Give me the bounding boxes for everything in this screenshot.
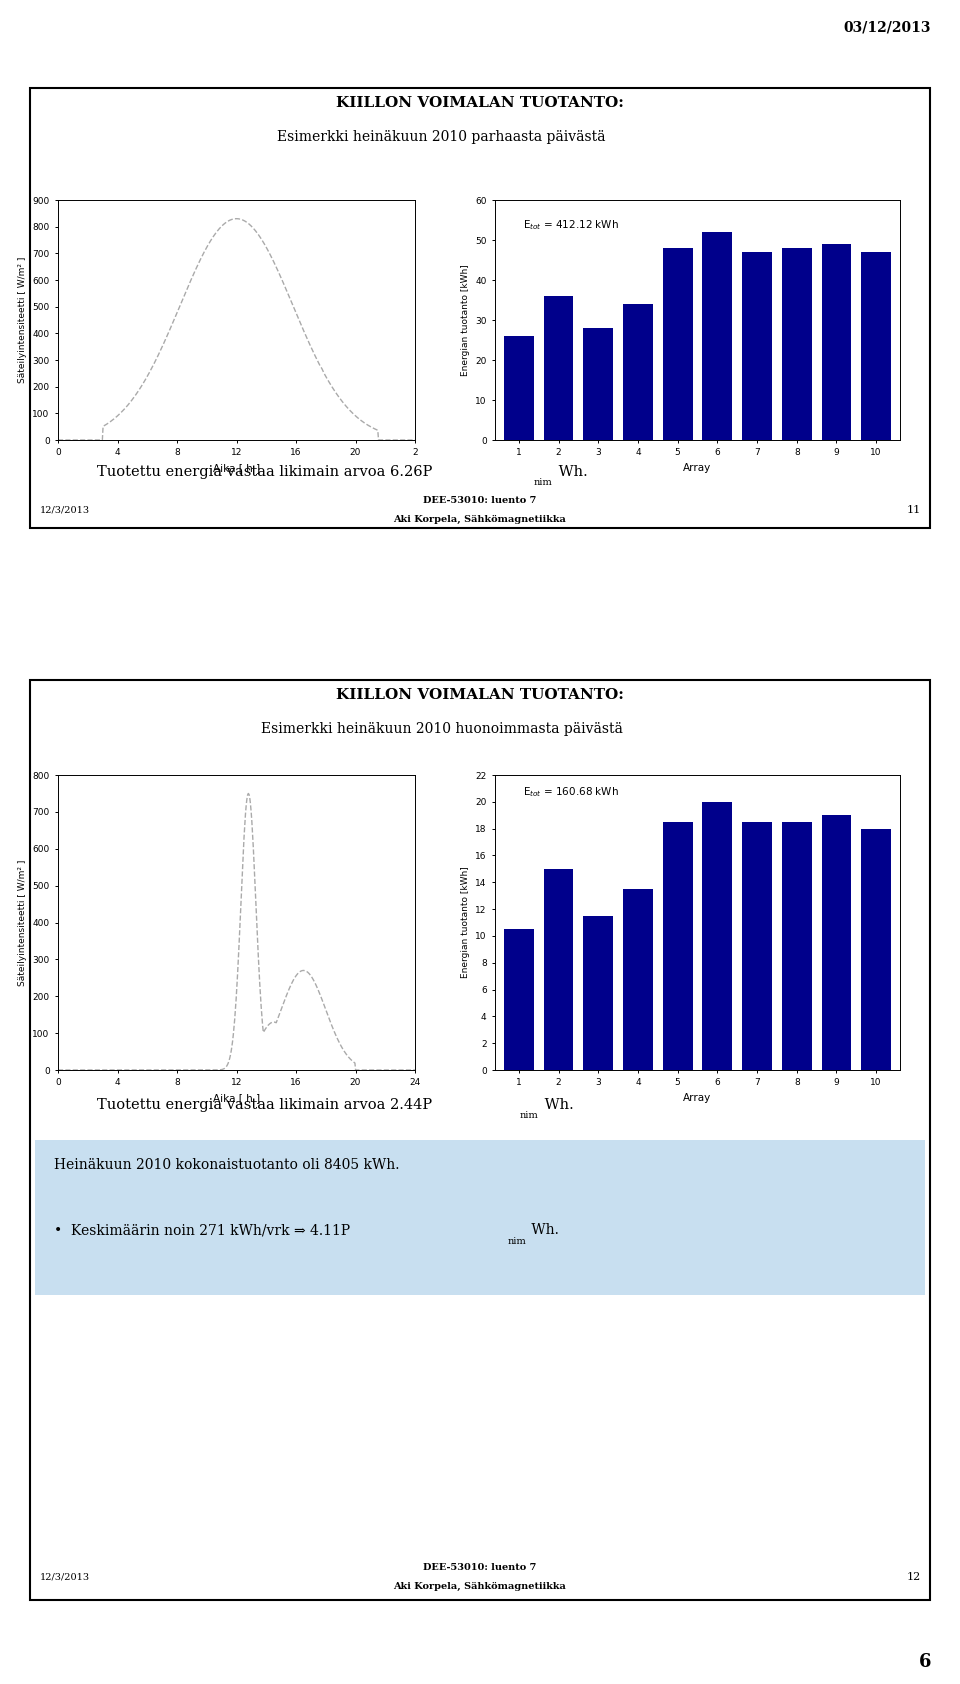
Bar (742, 822, 772, 1069)
Bar (504, 930, 534, 1069)
Bar (662, 822, 692, 1069)
Text: 12/3/2013: 12/3/2013 (39, 505, 89, 515)
Text: nim: nim (519, 1111, 539, 1120)
Text: KIILLON VOIMALAN TUOTANTO:: KIILLON VOIMALAN TUOTANTO: (336, 689, 624, 702)
Bar (662, 248, 692, 440)
Text: Wh.: Wh. (554, 465, 588, 478)
Text: Tuotettu energia vastaa likimain arvoa 6.26P: Tuotettu energia vastaa likimain arvoa 6… (97, 465, 433, 478)
Y-axis label: Säteilyintensiteetti [ W/m² ]: Säteilyintensiteetti [ W/m² ] (18, 859, 27, 985)
Text: nim: nim (534, 478, 553, 487)
Text: 12/3/2013: 12/3/2013 (39, 1573, 89, 1581)
Bar (781, 822, 811, 1069)
Bar (623, 305, 653, 440)
Text: Tuotettu energia vastaa likimain arvoa 2.44P: Tuotettu energia vastaa likimain arvoa 2… (97, 1098, 432, 1111)
Text: DEE-53010: luento 7: DEE-53010: luento 7 (423, 1563, 537, 1571)
Text: Aki Korpela, Sähkömagnetiikka: Aki Korpela, Sähkömagnetiikka (394, 1581, 566, 1591)
Bar (861, 829, 891, 1069)
Text: E$_{tot}$ = 160.68 kWh: E$_{tot}$ = 160.68 kWh (523, 785, 619, 798)
Bar (584, 916, 613, 1069)
Bar (742, 253, 772, 440)
Text: nim: nim (507, 1238, 526, 1246)
X-axis label: Aika [ h ]: Aika [ h ] (213, 1093, 260, 1103)
Text: •  Keskimäärin noin 271 kWh/vrk ⇒ 4.11P: • Keskimäärin noin 271 kWh/vrk ⇒ 4.11P (54, 1223, 350, 1238)
Bar (543, 296, 573, 440)
X-axis label: Array: Array (684, 463, 711, 473)
Y-axis label: Energian tuotanto [kWh]: Energian tuotanto [kWh] (461, 867, 469, 978)
Text: 11: 11 (906, 505, 921, 515)
Text: Esimerkki heinäkuun 2010 huonoimmasta päivästä: Esimerkki heinäkuun 2010 huonoimmasta pä… (261, 722, 622, 736)
Bar (822, 244, 852, 440)
Text: Wh.: Wh. (527, 1223, 559, 1238)
Text: E$_{tot}$ = 412.12 kWh: E$_{tot}$ = 412.12 kWh (523, 217, 619, 232)
Bar (822, 815, 852, 1069)
Text: Heinäkuun 2010 kokonaistuotanto oli 8405 kWh.: Heinäkuun 2010 kokonaistuotanto oli 8405… (54, 1159, 399, 1172)
Text: 03/12/2013: 03/12/2013 (844, 20, 931, 34)
Text: Esimerkki heinäkuun 2010 parhaasta päivästä: Esimerkki heinäkuun 2010 parhaasta päivä… (277, 130, 606, 145)
Text: KIILLON VOIMALAN TUOTANTO:: KIILLON VOIMALAN TUOTANTO: (336, 96, 624, 111)
Bar (623, 889, 653, 1069)
Text: 12: 12 (906, 1571, 921, 1581)
Text: Wh.: Wh. (540, 1098, 573, 1111)
Bar (504, 337, 534, 440)
X-axis label: Aika [ h ]: Aika [ h ] (213, 463, 260, 473)
Y-axis label: Säteilyintensiteetti [ W/m² ]: Säteilyintensiteetti [ W/m² ] (18, 258, 27, 384)
Bar (584, 328, 613, 440)
Y-axis label: Energian tuotanto [kWh]: Energian tuotanto [kWh] (461, 264, 469, 376)
X-axis label: Array: Array (684, 1093, 711, 1103)
Text: Aki Korpela, Sähkömagnetiikka: Aki Korpela, Sähkömagnetiikka (394, 515, 566, 524)
Bar (781, 248, 811, 440)
Text: DEE-53010: luento 7: DEE-53010: luento 7 (423, 497, 537, 505)
Bar (543, 869, 573, 1069)
Bar (861, 253, 891, 440)
Bar (703, 232, 732, 440)
Text: 6: 6 (919, 1652, 931, 1671)
Bar (703, 802, 732, 1069)
